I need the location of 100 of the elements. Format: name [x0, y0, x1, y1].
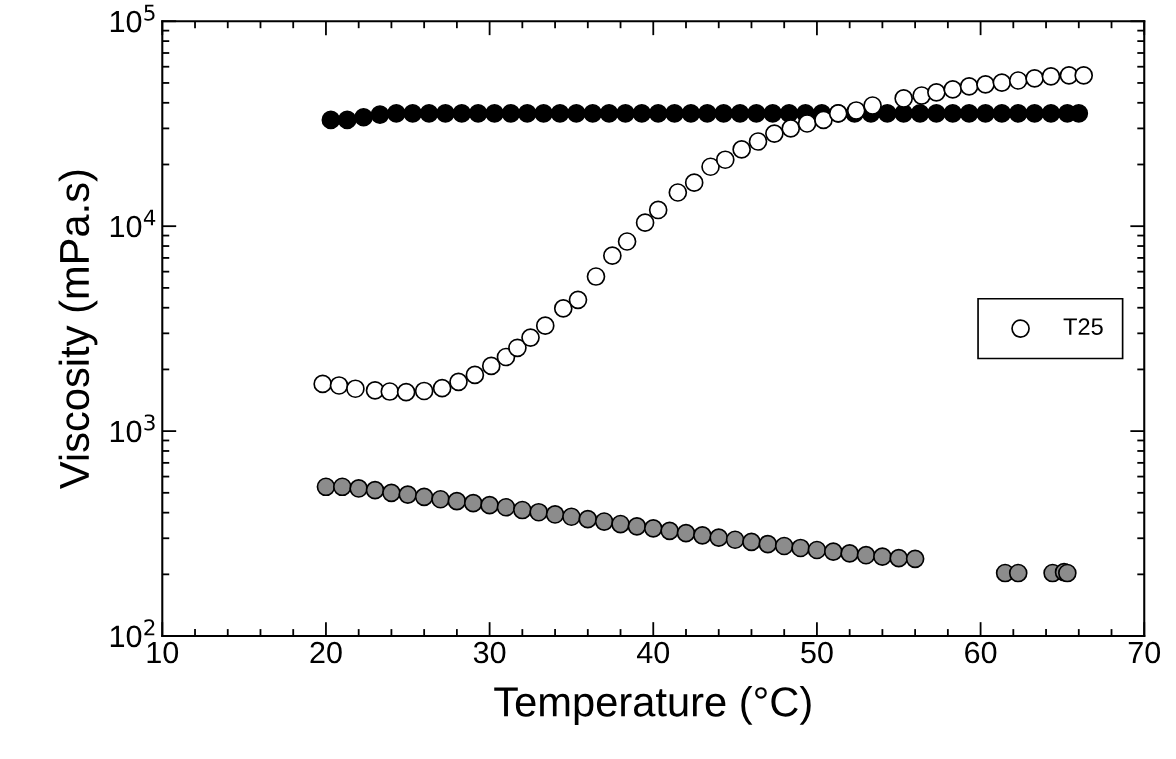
point: [1074, 66, 1094, 85]
point: [567, 104, 586, 123]
point: [889, 548, 909, 568]
x-tick-label: 70: [1128, 641, 1161, 664]
point: [632, 104, 652, 123]
point: [578, 509, 598, 529]
point: [337, 110, 357, 130]
y-tick-label: 10$^{4}$: [110, 209, 156, 238]
y-tick-label: 10$^{5}$: [110, 4, 155, 33]
point: [910, 104, 930, 123]
point: [432, 378, 452, 398]
point: [873, 547, 892, 566]
point: [386, 104, 406, 123]
point: [463, 493, 483, 513]
point: [513, 500, 532, 520]
point: [863, 96, 882, 115]
point: [643, 519, 663, 538]
point: [594, 512, 614, 531]
point: [501, 104, 521, 123]
point: [976, 104, 995, 123]
x-tick-label: 30: [473, 641, 506, 664]
point: [684, 173, 704, 193]
point: [992, 104, 1012, 123]
point: [332, 477, 352, 497]
point: [714, 104, 733, 123]
point: [481, 356, 501, 376]
point: [814, 110, 833, 130]
point: [763, 104, 783, 123]
point: [586, 267, 606, 286]
point: [419, 104, 439, 123]
point: [447, 491, 467, 511]
point: [709, 528, 729, 548]
x-axis-title: Temperature (°C): [494, 686, 811, 725]
point: [1008, 563, 1028, 583]
point: [480, 495, 499, 515]
point: [797, 114, 817, 133]
point: [321, 110, 341, 130]
point: [553, 299, 573, 318]
point: [521, 328, 540, 347]
y-tick-label: 10$^{3}$: [110, 414, 155, 443]
y-axis-title: Viscosity (mPa.s): [58, 170, 98, 489]
point: [599, 104, 619, 123]
point: [959, 104, 979, 123]
point: [603, 246, 622, 266]
point: [840, 544, 859, 563]
point: [747, 104, 766, 123]
point: [807, 540, 827, 560]
point: [534, 104, 553, 123]
point: [1025, 104, 1044, 123]
point: [568, 290, 588, 310]
point: [676, 523, 696, 543]
point: [468, 104, 488, 123]
point: [414, 487, 434, 507]
point: [508, 338, 527, 358]
point: [370, 105, 390, 125]
point: [550, 104, 570, 123]
point: [354, 107, 373, 127]
point: [774, 536, 794, 556]
point: [349, 479, 369, 498]
point: [398, 485, 418, 504]
point: [742, 532, 761, 552]
point: [648, 104, 668, 123]
point: [1008, 104, 1028, 123]
point: [316, 477, 336, 497]
point: [562, 507, 581, 527]
point: [905, 549, 925, 569]
point: [529, 502, 549, 522]
point: [545, 505, 565, 524]
x-tick-label: 40: [636, 641, 670, 664]
x-tick-label: 50: [801, 641, 833, 664]
point: [431, 489, 450, 509]
point: [627, 517, 647, 536]
point: [648, 200, 668, 220]
point: [1041, 104, 1061, 123]
point: [725, 530, 745, 550]
point: [927, 104, 946, 123]
point: [517, 104, 537, 123]
point: [730, 104, 750, 123]
point: [823, 542, 843, 562]
legend-label: T25: [1063, 318, 1103, 335]
point: [436, 104, 455, 123]
point: [403, 104, 423, 123]
x-tick-label: 20: [310, 641, 342, 664]
point: [365, 480, 385, 500]
point: [927, 82, 946, 102]
point: [611, 514, 630, 534]
point: [856, 545, 876, 565]
point: [732, 140, 751, 159]
x-tick-label: 60: [965, 641, 997, 664]
point: [452, 104, 472, 123]
point: [693, 526, 712, 545]
point: [583, 104, 603, 123]
point: [791, 538, 810, 558]
point: [697, 104, 717, 123]
point: [681, 104, 701, 123]
point: [758, 534, 778, 554]
point: [535, 316, 555, 336]
point: [616, 104, 635, 123]
point: [660, 521, 679, 541]
point: [382, 483, 401, 503]
